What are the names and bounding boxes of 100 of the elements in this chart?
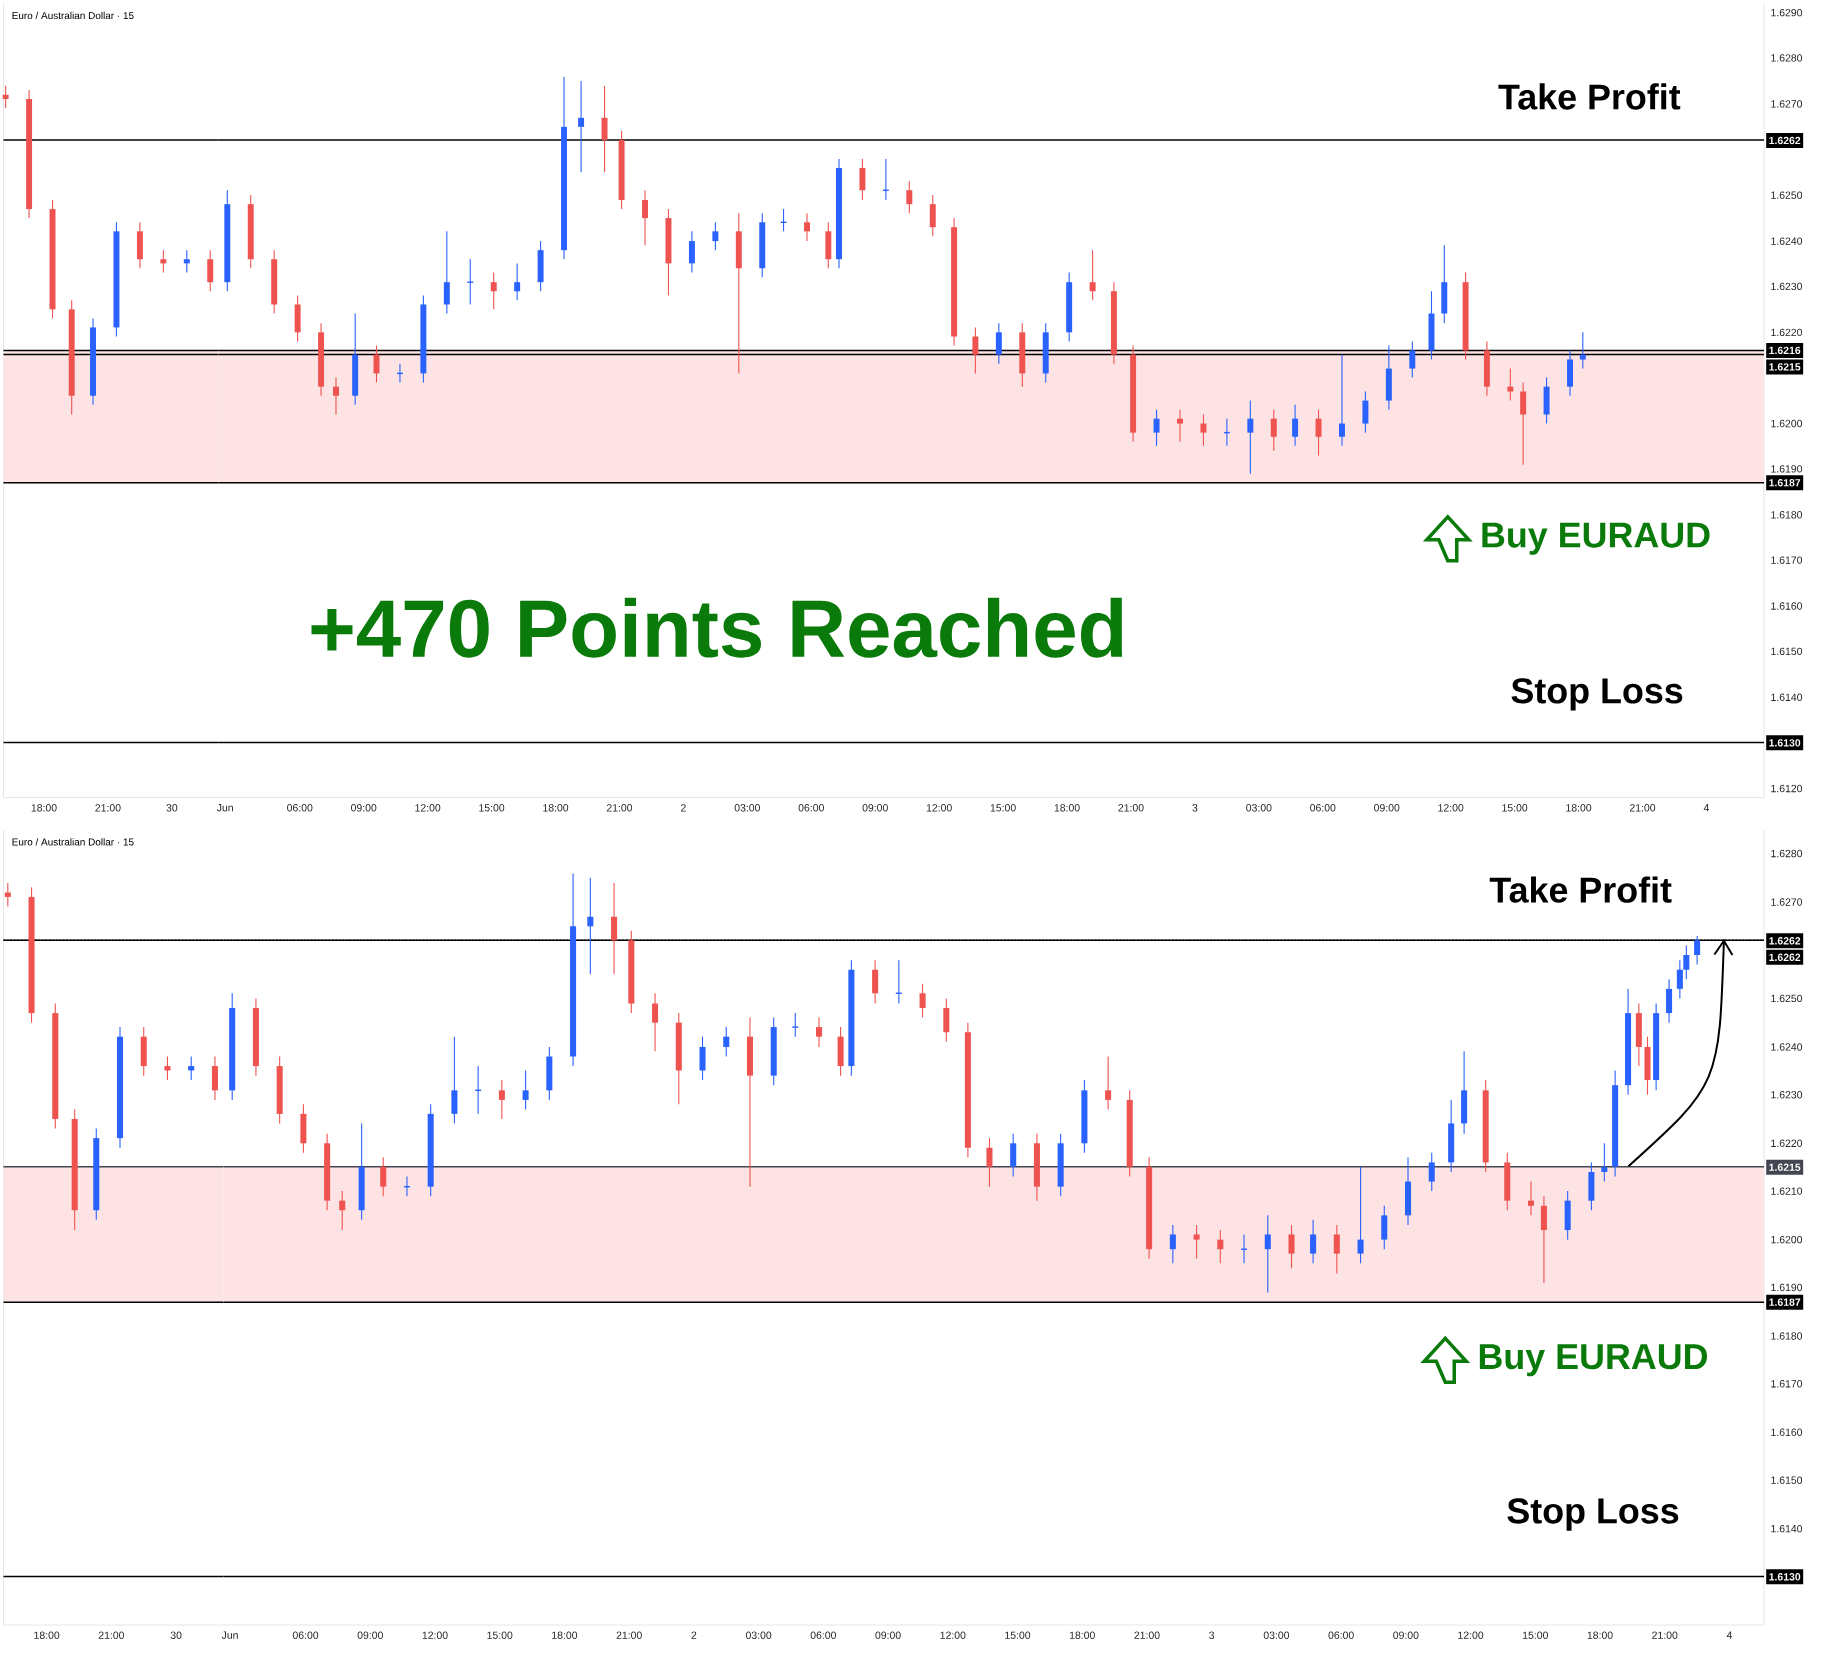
y-tick-label: 1.6150 [1771, 1476, 1803, 1484]
ref-line-label: 1.6187 [1769, 1298, 1801, 1306]
ref-line-label: 1.6130 [1769, 1573, 1801, 1581]
x-tick-label: 2 [691, 1631, 697, 1639]
y-tick-label: 1.6240 [1771, 237, 1803, 245]
x-tick-label: 3 [1209, 1631, 1215, 1639]
y-tick-label: 1.6120 [1771, 784, 1803, 793]
x-tick-label: 2 [681, 804, 686, 812]
y-tick-label: 1.6160 [1771, 602, 1803, 610]
ref-line-label: 1.6262 [1769, 136, 1801, 145]
x-tick-label: 12:00 [926, 804, 952, 812]
y-tick-label: 1.6180 [1771, 511, 1803, 519]
x-tick-label: 12:00 [940, 1631, 966, 1639]
y-tick-label: 1.6170 [1771, 556, 1803, 564]
annotation: Stop Loss [1511, 678, 1683, 711]
x-tick-label: 06:00 [1328, 1631, 1354, 1639]
y-tick-label: 1.6140 [1771, 693, 1803, 701]
y-tick-label: 1.6250 [1771, 994, 1803, 1003]
x-tick-label: Jun [221, 1631, 238, 1639]
x-tick-label: 30 [170, 1631, 182, 1639]
y-tick-label: 1.6180 [1771, 1332, 1803, 1340]
x-tick-label: 06:00 [810, 1631, 837, 1639]
x-tick-label: 12:00 [415, 804, 441, 812]
x-tick-label: 03:00 [1246, 804, 1272, 812]
annotation: Buy EURAUD [1482, 522, 1710, 555]
y-tick-label: 1.6150 [1771, 647, 1803, 656]
ref-line-label: 1.6187 [1769, 479, 1801, 487]
x-tick-label: 21:00 [95, 804, 121, 812]
x-tick-label: 15:00 [1523, 1631, 1548, 1639]
x-tick-label: 03:00 [734, 804, 761, 812]
y-tick-label: 1.6140 [1771, 1524, 1803, 1533]
ref-line-label: 1.6215 [1769, 1163, 1801, 1171]
x-tick-label: 15:00 [479, 804, 505, 812]
y-tick-label: 1.6280 [1771, 849, 1803, 858]
x-tick-label: 21:00 [616, 1631, 642, 1639]
annotation: +470 Points Reached [311, 597, 1123, 658]
ref-line-label: 1.6216 [1769, 346, 1801, 355]
x-tick-label: 21:00 [98, 1631, 125, 1639]
x-tick-label: 06:00 [1310, 804, 1336, 812]
x-tick-label: 21:00 [1134, 1631, 1160, 1639]
x-tick-label: 03:00 [745, 1631, 772, 1639]
x-tick-label: 21:00 [1629, 804, 1656, 812]
y-tick-label: 1.6290 [1771, 8, 1803, 17]
y-tick-label: 1.6200 [1771, 419, 1803, 428]
x-tick-label: 18:00 [543, 804, 569, 812]
text: Euro / Australian Dollar · 15 [12, 838, 134, 846]
ref-line-label: 1.6262 [1769, 937, 1801, 945]
x-tick-label: 4 [1726, 1631, 1733, 1639]
y-tick-label: 1.6170 [1771, 1380, 1803, 1388]
y-tick-label: 1.6220 [1771, 328, 1803, 337]
x-tick-label: 06:00 [287, 804, 313, 812]
x-tick-label: 18:00 [34, 1631, 60, 1639]
x-tick-label: 03:00 [1263, 1631, 1290, 1639]
legend-label: 1.6215 [1769, 363, 1801, 371]
y-tick-label: 1.6270 [1771, 100, 1803, 108]
x-tick-label: 30 [166, 804, 178, 812]
y-tick-label: 1.6250 [1771, 191, 1803, 199]
x-tick-label: 12:00 [1458, 1631, 1484, 1639]
x-tick-label: 06:00 [798, 804, 824, 812]
x-tick-label: 18:00 [1587, 1631, 1613, 1639]
x-tick-label: 15:00 [1502, 804, 1528, 812]
x-tick-label: 09:00 [875, 1631, 901, 1639]
x-tick-label: 21:00 [606, 804, 633, 812]
annotation: Take Profit [1498, 83, 1681, 110]
y-tick-label: 1.6240 [1771, 1043, 1803, 1051]
x-tick-label: 15:00 [1005, 1631, 1031, 1639]
x-tick-label: 18:00 [1054, 804, 1080, 812]
legend-label: 1.6262 [1769, 953, 1801, 962]
x-tick-label: 09:00 [1374, 804, 1400, 812]
x-tick-label: 09:00 [351, 804, 377, 812]
x-tick-label: 09:00 [862, 804, 888, 812]
x-tick-label: 18:00 [31, 804, 57, 812]
x-tick-label: 18:00 [1566, 804, 1592, 812]
x-tick-label: 12:00 [1438, 804, 1464, 812]
annotation: Buy EURAUD [1479, 1344, 1708, 1377]
x-tick-label: 12:00 [422, 1631, 448, 1639]
x-tick-label: 4 [1703, 804, 1710, 812]
ref-line-label: 1.6130 [1769, 739, 1801, 747]
x-tick-label: Jun [216, 804, 233, 812]
text: Euro / Australian Dollar · 15 [12, 11, 134, 20]
x-tick-label: 15:00 [487, 1631, 513, 1639]
x-tick-label: 06:00 [292, 1631, 319, 1639]
y-tick-label: 1.6280 [1771, 54, 1803, 62]
y-tick-label: 1.6220 [1771, 1139, 1803, 1147]
y-tick-label: 1.6190 [1771, 465, 1803, 473]
y-tick-label: 1.6190 [1771, 1283, 1803, 1292]
y-tick-label: 1.6160 [1771, 1428, 1803, 1437]
x-tick-label: 18:00 [552, 1631, 578, 1639]
x-tick-label: 18:00 [1069, 1631, 1095, 1639]
x-tick-label: 15:00 [990, 804, 1016, 812]
y-tick-label: 1.6230 [1771, 282, 1803, 291]
annotation: Take Profit [1489, 876, 1672, 903]
y-tick-label: 1.6270 [1771, 898, 1803, 906]
x-tick-label: 09:00 [1393, 1631, 1419, 1639]
y-tick-label: 1.6210 [1771, 1187, 1803, 1195]
x-tick-label: 21:00 [1652, 1631, 1678, 1639]
annotation: Stop Loss [1507, 1498, 1679, 1531]
y-tick-label: 1.6200 [1771, 1235, 1803, 1244]
y-tick-label: 1.6230 [1771, 1091, 1803, 1099]
x-tick-label: 3 [1192, 804, 1198, 812]
